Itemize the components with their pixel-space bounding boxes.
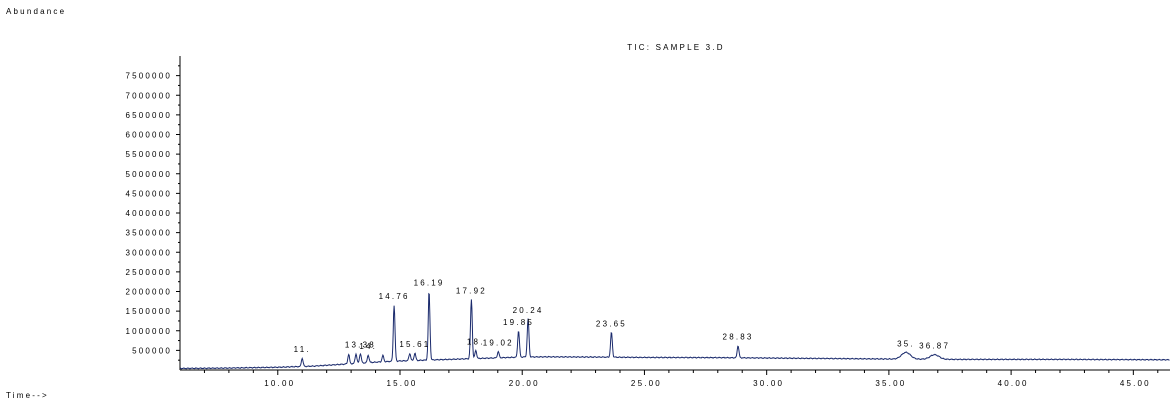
y-tick-label: 1000000 (125, 327, 172, 336)
peak-label: 13.38 (345, 341, 376, 350)
peak-label: 17.92 (456, 286, 487, 295)
y-tick-label: 6500000 (125, 111, 172, 120)
y-tick-label: 5500000 (125, 150, 172, 159)
peak-label: 28.83 (723, 333, 754, 342)
peak-label: 16.19 (414, 279, 445, 288)
y-tick-label: 2500000 (125, 268, 172, 277)
chart-title: TIC: SAMPLE 3.D (627, 43, 724, 52)
y-tick-label: 500000 (132, 346, 172, 355)
peak-label: 19.02 (483, 339, 514, 348)
peak-label: 15.61 (399, 340, 430, 349)
peak-label: 35. (897, 339, 915, 348)
peak-label: 18. (467, 337, 485, 346)
x-tick-label: 30.00 (753, 379, 784, 388)
peak-label: 11. (294, 345, 311, 354)
y-tick-label: 4000000 (125, 209, 172, 218)
peak-label: 14. (359, 342, 377, 351)
x-tick-label: 10.00 (264, 379, 295, 388)
y-axis-label: Abundance (6, 7, 66, 16)
peak-label: 36.87 (919, 342, 950, 351)
x-axis-label: Time--> (6, 391, 49, 400)
x-tick-label: 20.00 (509, 379, 540, 388)
y-tick-label: 2000000 (125, 288, 172, 297)
y-tick-label: 5000000 (125, 170, 172, 179)
y-tick-label: 1500000 (125, 307, 172, 316)
plot-area: 500000 1000000 1500000 2000000 2500000 300000… (125, 56, 1170, 388)
peak-label: 20.24 (513, 306, 544, 315)
x-tick-label: 45.00 (1120, 379, 1151, 388)
y-tick-label: 7000000 (125, 91, 172, 100)
y-tick-label: 3000000 (125, 248, 172, 257)
y-tick-label: 3500000 (125, 229, 172, 238)
x-tick-label: 15.00 (386, 379, 417, 388)
x-tick-label: 25.00 (631, 379, 662, 388)
y-tick-label: 4500000 (125, 189, 172, 198)
peak-label: 14.76 (379, 292, 410, 301)
x-tick-label: 35.00 (875, 379, 906, 388)
x-tick-label: 40.00 (998, 379, 1029, 388)
y-tick-label: 7500000 (125, 72, 172, 81)
peak-label: 19.85 (503, 318, 534, 327)
peak-label: 23.65 (596, 319, 627, 328)
tic-trace (179, 292, 1170, 370)
y-tick-label: 6000000 (125, 131, 172, 140)
